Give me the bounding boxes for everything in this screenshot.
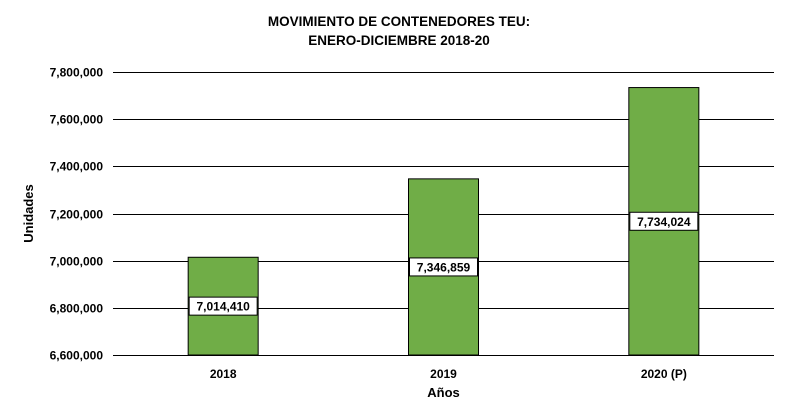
data-label: 7,346,859 (417, 260, 471, 274)
chart-title: MOVIMIENTO DE CONTENEDORES TEU: (267, 14, 531, 29)
y-tick-label: 7,000,000 (50, 255, 104, 269)
y-tick-label: 7,400,000 (50, 160, 104, 174)
x-tick-label: 2020 (P) (641, 367, 687, 381)
data-label-box (188, 296, 258, 316)
chart-subtitle: ENERO-DICIEMBRE 2018-20 (308, 33, 490, 48)
x-axis-title: Años (427, 385, 460, 400)
y-tick-label: 7,800,000 (50, 66, 104, 80)
x-tick-label: 2018 (210, 367, 237, 381)
y-tick-label: 6,600,000 (50, 349, 104, 363)
data-label-box (629, 211, 699, 231)
data-label: 7,734,024 (637, 215, 691, 229)
y-tick-label: 7,600,000 (50, 113, 104, 127)
y-tick-label: 6,800,000 (50, 302, 104, 316)
y-tick-label: 7,200,000 (50, 208, 104, 222)
x-tick-label: 2019 (430, 367, 457, 381)
data-label-box (409, 257, 478, 277)
data-label: 7,014,410 (196, 300, 250, 314)
y-axis-title: Unidades (21, 184, 36, 243)
